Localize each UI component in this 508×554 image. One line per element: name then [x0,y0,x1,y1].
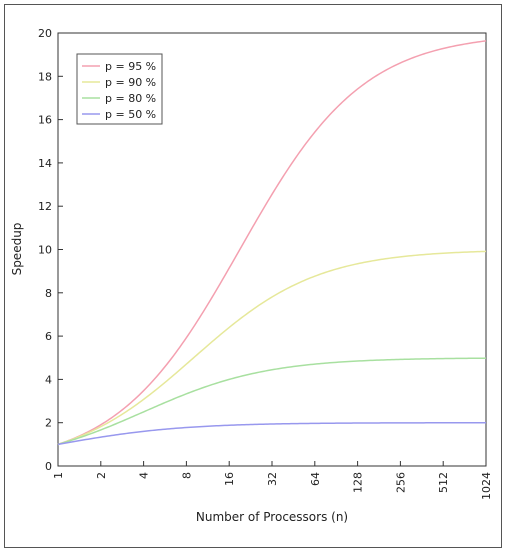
y-tick-label: 6 [45,330,52,343]
x-tick-label: 8 [180,472,193,479]
series-line [57,421,486,446]
x-tick-label: 16 [223,472,236,486]
legend-label: p = 90 % [105,76,156,89]
series-line [57,357,487,446]
x-tick-label: 4 [138,472,151,479]
y-tick-label: 20 [38,27,52,40]
x-tick-label: 2 [95,472,108,479]
series-line [57,40,487,446]
x-tick-label: 256 [394,472,407,493]
legend-label: p = 95 % [105,60,156,73]
y-tick-label: 16 [38,114,52,127]
x-tick-label: 32 [266,472,279,486]
legend: p = 95 % p = 90 % p = 80 % p = 50 % [76,53,163,125]
y-axis-label: Speedup [10,223,24,276]
y-tick-label: 18 [38,70,52,83]
x-axis: 1 2 4 8 16 32 64 128 256 512 1024 [52,461,493,500]
x-tick-label: 64 [309,472,322,486]
x-tick-label: 1 [52,472,65,479]
y-tick-label: 12 [38,200,52,213]
y-tick-label: 0 [45,460,52,473]
y-tick-label: 10 [38,244,52,257]
x-tick-label: 128 [352,472,365,493]
legend-label: p = 50 % [105,108,156,121]
figure-frame [4,4,502,548]
y-axis: 0 2 4 6 8 10 12 14 16 18 20 [38,27,63,473]
y-tick-label: 8 [45,287,52,300]
legend-label: p = 80 % [105,92,156,105]
y-tick-label: 2 [45,417,52,430]
series-line [57,250,487,446]
x-axis-label: Number of Processors (n) [196,510,348,524]
series-lines [57,40,487,446]
x-tick-label: 512 [437,472,450,493]
x-tick-label: 1024 [480,472,493,500]
y-tick-label: 4 [45,373,52,386]
y-tick-label: 14 [38,157,52,170]
